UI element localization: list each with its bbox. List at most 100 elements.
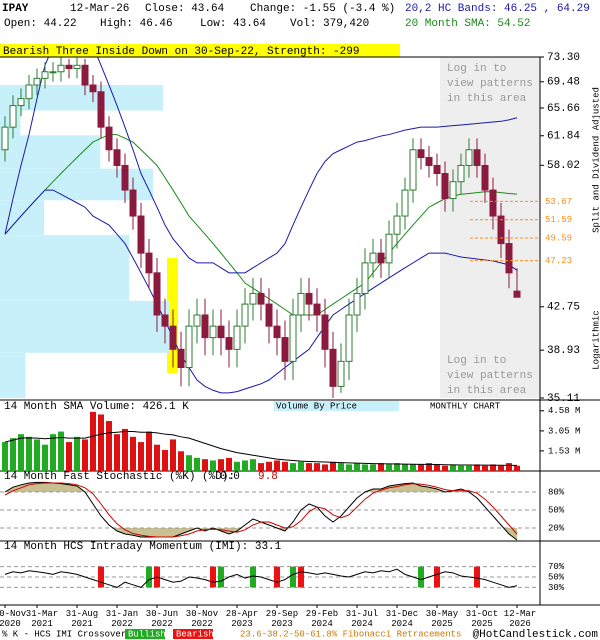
candle-body <box>441 173 449 200</box>
volume-bar <box>226 457 232 471</box>
candle-body <box>113 149 121 166</box>
y-tick-label: 69.48 <box>547 77 580 89</box>
volume-bar <box>506 463 512 471</box>
volume-bar <box>122 428 128 471</box>
volume-bar <box>338 463 344 471</box>
candle-body <box>17 98 25 107</box>
volume-bar <box>298 461 304 471</box>
y-tick-label: 35.11 <box>547 393 580 405</box>
candle-body <box>81 64 89 86</box>
site: @HotCandlestick.com <box>473 629 599 640</box>
locked-text[interactable]: Log in to view patterns in this area <box>447 355 533 397</box>
volume-by-price-bar <box>0 300 170 353</box>
candle-body <box>513 290 521 298</box>
y-tick-label: 50% <box>548 505 565 515</box>
candle-body <box>385 233 393 264</box>
volume-bar <box>154 444 160 471</box>
candle-body <box>257 292 265 305</box>
candle-body <box>49 71 57 74</box>
volume-bar <box>370 464 376 471</box>
volume-bar <box>490 464 496 471</box>
crossover-signal <box>298 566 304 588</box>
volume-bar <box>362 464 368 471</box>
legend-bearish: Bearish <box>176 629 214 639</box>
stochastic-k: 0.0 <box>220 471 240 483</box>
volume-bar <box>130 436 136 471</box>
y-tick-label: 20% <box>548 523 565 533</box>
volume-by-price-bar <box>0 352 26 398</box>
scale-label: Logarithmic <box>591 310 600 369</box>
candle-body <box>241 303 249 327</box>
crossover-signal <box>250 566 256 588</box>
candle-body <box>209 325 217 339</box>
stochastic-zone <box>5 482 517 492</box>
candle-body <box>393 215 401 235</box>
candle-body <box>65 64 73 70</box>
upper-band <box>4 57 518 274</box>
fib-label: 53.67 <box>545 197 572 207</box>
x-tick-label: 30-May 2025 <box>426 609 459 629</box>
candle-body <box>145 252 153 274</box>
x-tick-label: 30-Nov 2022 <box>186 609 219 629</box>
candle-body <box>433 164 441 175</box>
volume-bar <box>402 464 408 471</box>
candle-body <box>313 303 321 316</box>
volume-bar <box>274 460 280 471</box>
candle-body <box>481 164 489 191</box>
crossover-signal <box>418 566 424 588</box>
volume-bar <box>434 464 440 471</box>
candle-body <box>337 360 345 387</box>
volume-bar <box>82 439 88 471</box>
candle-body <box>497 215 505 245</box>
candle-body <box>425 157 433 166</box>
volume-bar <box>10 438 16 471</box>
legend-bullish: Bullish <box>128 629 166 639</box>
candle-body <box>225 337 233 350</box>
volume-bar <box>386 464 392 471</box>
volume-bar <box>314 463 320 471</box>
y-tick-label: 65.66 <box>547 103 580 115</box>
volume: Vol: 379,420 <box>290 18 369 30</box>
y-tick-label: 50% <box>548 572 565 582</box>
stochastic-zone <box>5 528 517 540</box>
y-tick-label: 3.05 M <box>548 426 580 436</box>
volume-sma <box>4 431 518 466</box>
candle-body <box>193 314 201 327</box>
candle-body <box>201 314 209 339</box>
stochastic-d: 9.8 <box>258 471 278 483</box>
y-tick-label: 58.02 <box>547 160 580 172</box>
candle-body <box>417 149 425 159</box>
candle-body <box>489 189 497 217</box>
volume-bar <box>498 465 504 471</box>
candle-body <box>57 64 65 73</box>
x-tick-label: 31-Jan 2022 <box>106 609 138 629</box>
x-tick-label: 29-Feb 2024 <box>306 609 338 629</box>
high: High: 46.46 <box>100 18 173 30</box>
candle-body <box>449 181 457 200</box>
volume-bar <box>106 421 112 471</box>
y-tick-label: 38.93 <box>547 345 580 357</box>
x-tick-label: 30-Jun 2022 <box>146 609 178 629</box>
candle-body <box>1 126 9 151</box>
candle-body <box>281 337 289 362</box>
candle-body <box>33 77 41 86</box>
candle-body <box>185 325 193 368</box>
locked-text[interactable]: Log in to view patterns in this area <box>447 63 533 105</box>
crossover-signal <box>218 566 224 588</box>
volume-panel-label: 14 Month SMA Volume: 426.1 K <box>4 401 189 413</box>
candle-body <box>321 314 329 350</box>
volume-bar <box>138 442 144 471</box>
x-tick-label: 31-Jul 2024 <box>346 609 378 629</box>
volume-bar <box>330 461 336 471</box>
volume-bar <box>202 459 208 471</box>
volume-bar <box>186 455 192 471</box>
volume-bar <box>170 439 176 471</box>
y-tick-label: 80% <box>548 487 565 497</box>
volume-bar <box>282 461 288 471</box>
momentum-line <box>4 568 518 588</box>
lower-band <box>4 189 518 394</box>
y-tick-label: 70% <box>548 562 565 572</box>
volume-bar <box>34 439 40 471</box>
volume-bar <box>306 463 312 471</box>
